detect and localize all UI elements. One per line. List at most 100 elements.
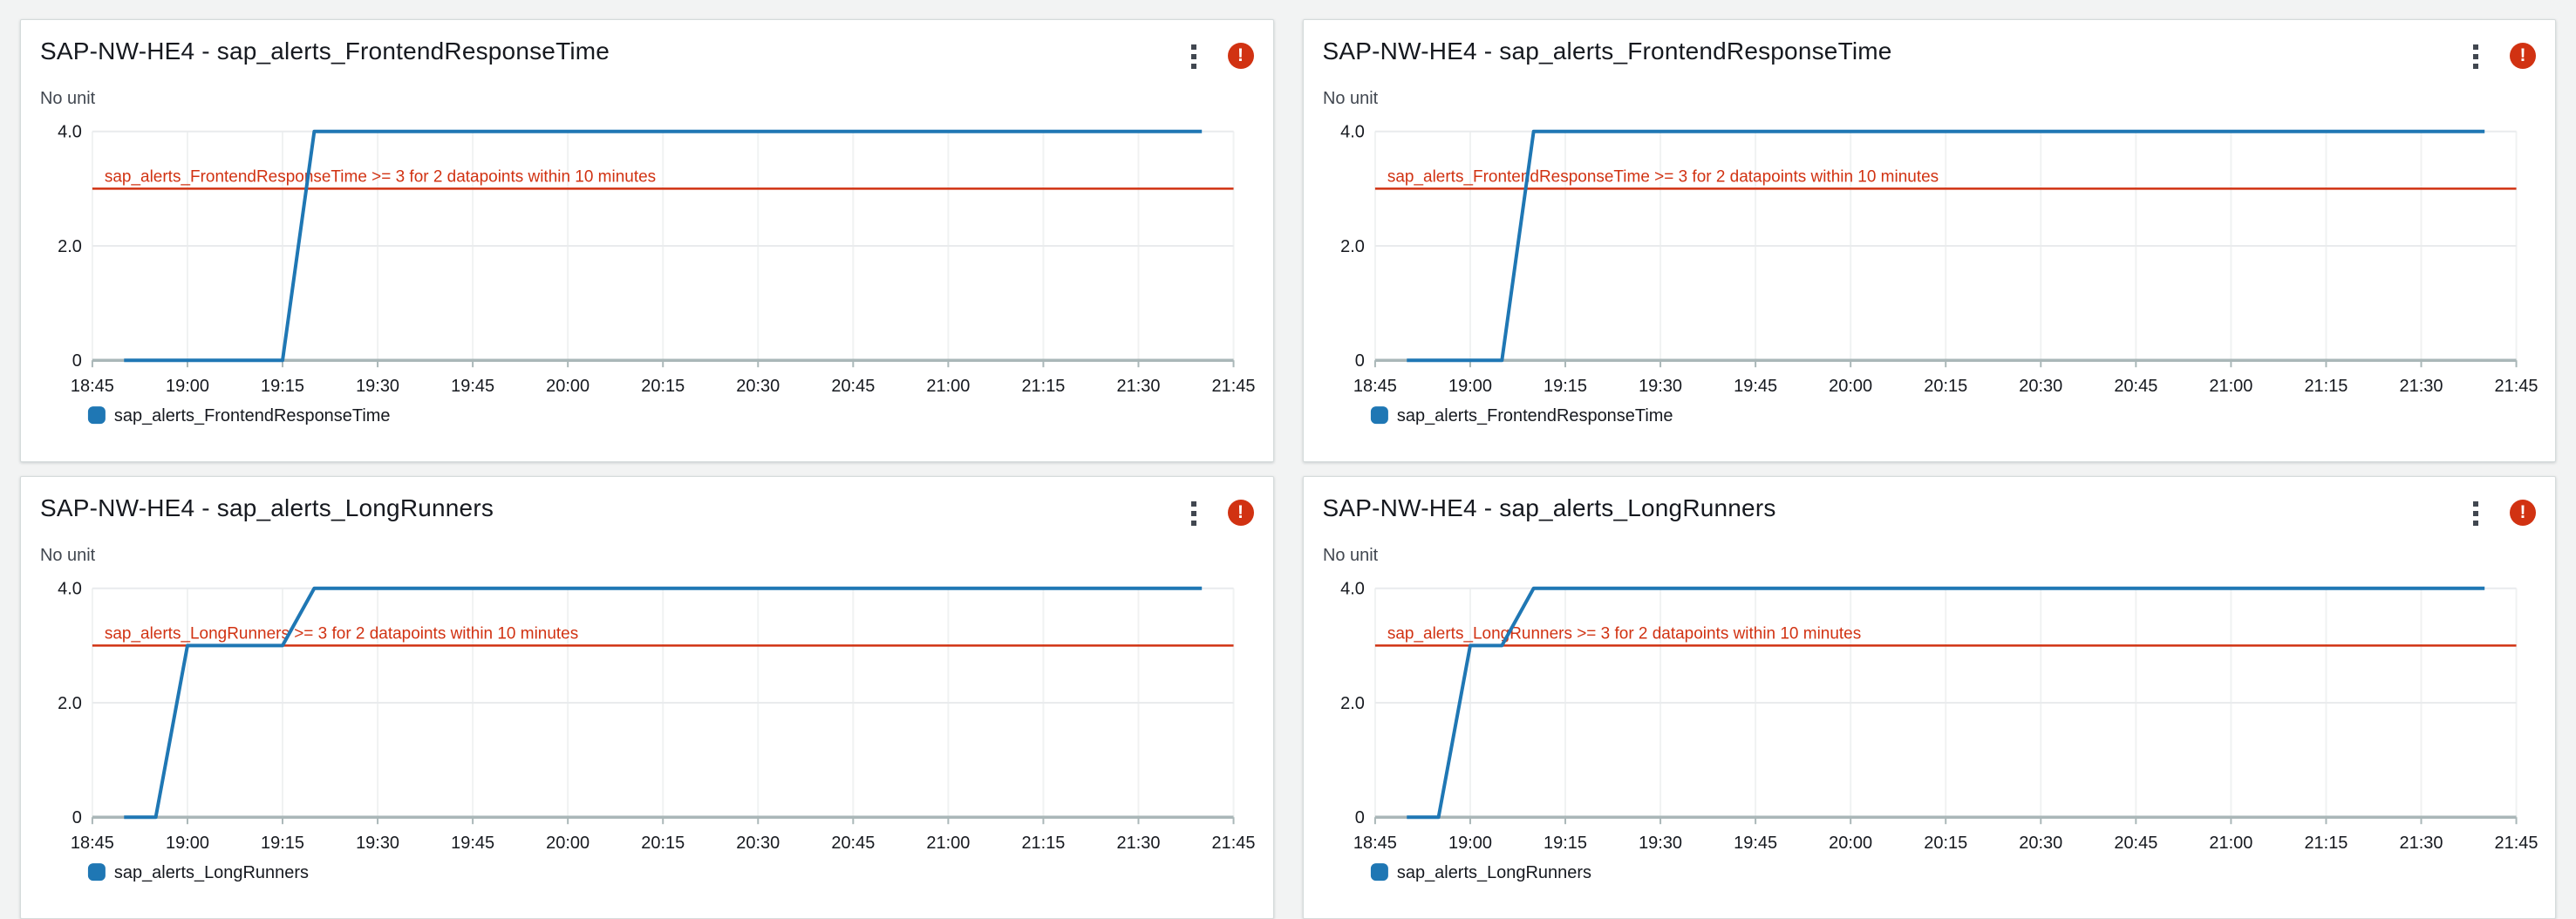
x-tick-label: 20:15 bbox=[641, 834, 685, 853]
x-tick-label: 21:15 bbox=[2304, 834, 2348, 853]
x-tick-label: 18:45 bbox=[71, 377, 114, 396]
y-tick-label: 4.0 bbox=[58, 123, 82, 142]
x-tick-label: 21:30 bbox=[2399, 377, 2443, 396]
kebab-menu-icon bbox=[1190, 44, 1196, 50]
x-tick-label: 19:45 bbox=[1734, 834, 1777, 853]
x-tick-label: 18:45 bbox=[1353, 377, 1396, 396]
x-tick-label: 19:45 bbox=[1734, 377, 1777, 396]
widget-long-runners-2: 18:45 19:00 19:15 19:30 19:45 20:00 20:15 20:30… bbox=[1302, 476, 2556, 919]
series-line bbox=[124, 129, 1203, 363]
x-tick-label: 20:00 bbox=[1829, 834, 1872, 853]
widget-menu-button[interactable] bbox=[1184, 496, 1203, 531]
legend-swatch[interactable] bbox=[87, 863, 106, 882]
kebab-menu-icon bbox=[1190, 521, 1196, 526]
widget-actions: ! bbox=[1184, 37, 1254, 74]
widget-frontend-response-time-2: 18:45 19:00 19:15 19:30 19:45 20:00 20:15 20:30… bbox=[1302, 19, 2556, 462]
widget-actions: ! bbox=[2466, 37, 2536, 74]
legend-label[interactable]: sap_alerts_FrontendResponseTime bbox=[1396, 406, 1673, 425]
x-tick-label: 20:00 bbox=[546, 834, 589, 853]
alarm-threshold-label: sap_alerts_LongRunners >= 3 for 2 datapo… bbox=[1387, 624, 1860, 643]
x-tick-label: 21:15 bbox=[1021, 377, 1065, 396]
x-tick-label: 19:15 bbox=[1544, 834, 1587, 853]
kebab-menu-icon bbox=[2473, 64, 2478, 69]
y-tick-label: 2.0 bbox=[1340, 694, 1365, 713]
kebab-menu-icon bbox=[2473, 44, 2478, 50]
legend-swatch[interactable] bbox=[1370, 406, 1388, 425]
x-tick-label: 21:45 bbox=[1212, 834, 1256, 853]
legend-label[interactable]: sap_alerts_FrontendResponseTime bbox=[114, 406, 391, 425]
x-tick-label: 19:45 bbox=[451, 834, 494, 853]
x-tick-label: 21:45 bbox=[2494, 834, 2538, 853]
x-tick-label: 19:30 bbox=[1639, 834, 1682, 853]
x-tick-label: 20:30 bbox=[2019, 377, 2062, 396]
alarm-in-alarm-icon: ! bbox=[1227, 500, 1254, 526]
kebab-menu-icon bbox=[1190, 64, 1196, 69]
x-tick-label: 21:00 bbox=[926, 834, 970, 853]
alarm-in-alarm-icon: ! bbox=[2510, 43, 2536, 69]
x-tick-label: 19:15 bbox=[261, 834, 304, 853]
y-axis-unit-label: No unit bbox=[40, 546, 96, 565]
y-axis-unit-label: No unit bbox=[1322, 89, 1378, 108]
x-tick-label: 18:45 bbox=[1353, 834, 1396, 853]
x-tick-label: 21:15 bbox=[2304, 377, 2348, 396]
y-tick-label: 2.0 bbox=[58, 694, 82, 713]
x-tick-label: 20:45 bbox=[2114, 377, 2157, 396]
kebab-menu-icon bbox=[1190, 54, 1196, 59]
x-tick-label: 18:45 bbox=[71, 834, 114, 853]
y-tick-label: 4.0 bbox=[1340, 580, 1365, 599]
widget-menu-button[interactable] bbox=[2466, 496, 2485, 531]
kebab-menu-icon bbox=[1190, 511, 1196, 516]
x-tick-label: 20:45 bbox=[2114, 834, 2157, 853]
x-tick-label: 19:00 bbox=[1448, 834, 1491, 853]
y-tick-label: 4.0 bbox=[1340, 123, 1365, 142]
y-tick-label: 0 bbox=[72, 808, 82, 827]
y-tick-label: 0 bbox=[1354, 808, 1364, 827]
y-axis-unit-label: No unit bbox=[40, 89, 96, 108]
chart-canvas: 18:45 19:00 19:15 19:30 19:45 20:00 20:15 20:30… bbox=[1322, 546, 2538, 882]
x-tick-label: 21:30 bbox=[1117, 377, 1161, 396]
alarm-threshold-label: sap_alerts_FrontendResponseTime >= 3 for… bbox=[1387, 167, 1938, 186]
x-tick-label: 20:00 bbox=[1829, 377, 1872, 396]
y-tick-label: 0 bbox=[72, 351, 82, 371]
x-tick-label: 19:30 bbox=[356, 377, 399, 396]
chart-canvas: 18:45 19:00 19:15 19:30 19:45 20:00 20:15 20:30… bbox=[40, 546, 1256, 882]
alarm-threshold-label: sap_alerts_FrontendResponseTime >= 3 for… bbox=[105, 167, 656, 186]
widget-actions: ! bbox=[1184, 494, 1254, 531]
series-line bbox=[124, 586, 1203, 820]
x-tick-label: 21:30 bbox=[1117, 834, 1161, 853]
x-tick-label: 21:15 bbox=[1021, 834, 1065, 853]
x-tick-label: 21:30 bbox=[2399, 834, 2443, 853]
x-tick-label: 19:30 bbox=[1639, 377, 1682, 396]
x-tick-label: 21:45 bbox=[1212, 377, 1256, 396]
legend-label[interactable]: sap_alerts_LongRunners bbox=[1396, 863, 1591, 882]
widget-menu-button[interactable] bbox=[2466, 39, 2485, 74]
kebab-menu-icon bbox=[2473, 54, 2478, 59]
alarm-in-alarm-icon: ! bbox=[1227, 43, 1254, 69]
alarm-threshold-label: sap_alerts_LongRunners >= 3 for 2 datapo… bbox=[105, 624, 578, 643]
kebab-menu-icon bbox=[1190, 501, 1196, 507]
x-tick-label: 20:15 bbox=[641, 377, 685, 396]
x-tick-label: 20:15 bbox=[1924, 377, 1967, 396]
legend-swatch[interactable] bbox=[1370, 863, 1388, 882]
x-tick-label: 20:45 bbox=[831, 834, 875, 853]
x-tick-label: 21:00 bbox=[926, 377, 970, 396]
kebab-menu-icon bbox=[2473, 521, 2478, 526]
x-tick-label: 20:15 bbox=[1924, 834, 1967, 853]
x-tick-label: 19:45 bbox=[451, 377, 494, 396]
kebab-menu-icon bbox=[2473, 501, 2478, 507]
x-tick-label: 20:45 bbox=[831, 377, 875, 396]
y-tick-label: 0 bbox=[1354, 351, 1364, 371]
x-tick-label: 21:00 bbox=[2209, 377, 2252, 396]
widget-menu-button[interactable] bbox=[1184, 39, 1203, 74]
chart-canvas: 18:45 19:00 19:15 19:30 19:45 20:00 20:15 20:30… bbox=[40, 89, 1256, 425]
x-tick-label: 19:00 bbox=[1448, 377, 1491, 396]
x-tick-label: 19:30 bbox=[356, 834, 399, 853]
y-tick-label: 2.0 bbox=[1340, 237, 1365, 256]
alarm-in-alarm-icon: ! bbox=[2510, 500, 2536, 526]
x-tick-label: 19:15 bbox=[261, 377, 304, 396]
x-tick-label: 21:45 bbox=[2494, 377, 2538, 396]
series-line bbox=[1406, 129, 2484, 363]
legend-label[interactable]: sap_alerts_LongRunners bbox=[114, 863, 309, 882]
legend-swatch[interactable] bbox=[87, 406, 106, 425]
